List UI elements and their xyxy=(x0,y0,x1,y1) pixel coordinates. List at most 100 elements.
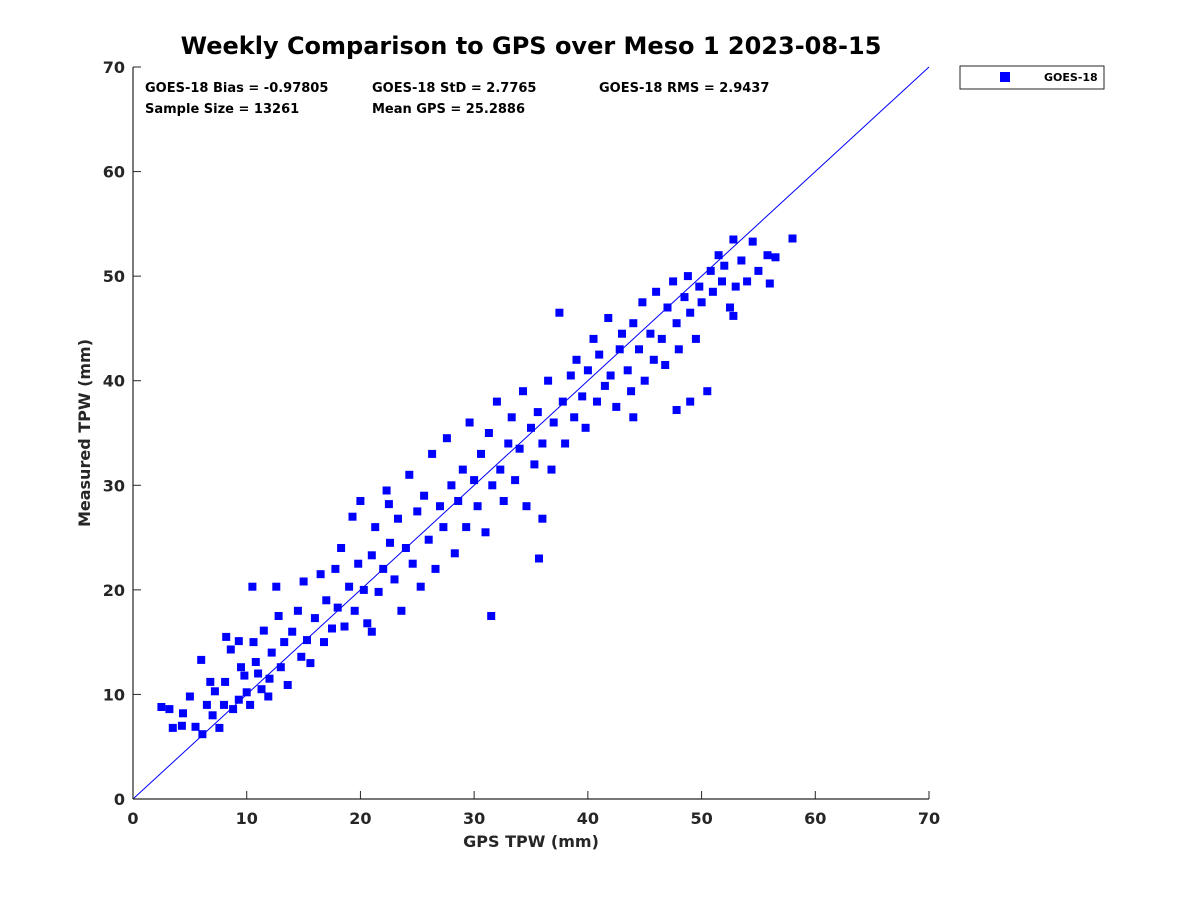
data-point xyxy=(555,308,564,317)
data-point xyxy=(640,376,649,385)
data-point xyxy=(549,418,558,427)
statistics-annotations: GOES-18 Bias = -0.97805 GOES-18 StD = 2.… xyxy=(145,81,769,117)
data-point xyxy=(157,703,166,711)
data-point xyxy=(293,606,302,615)
data-point xyxy=(507,413,516,422)
data-point xyxy=(229,705,238,714)
stat-mean-gps: Mean GPS = 25.2886 xyxy=(372,102,525,117)
data-point xyxy=(606,371,615,380)
data-point xyxy=(405,470,414,479)
data-point xyxy=(657,334,666,343)
data-point xyxy=(251,658,260,666)
x-tick-label: 30 xyxy=(463,809,485,828)
data-point xyxy=(618,329,626,338)
data-point xyxy=(420,491,429,500)
x-tick-label: 0 xyxy=(127,809,138,828)
data-point xyxy=(249,638,258,647)
data-point xyxy=(222,632,231,641)
data-point xyxy=(397,606,406,615)
data-point xyxy=(454,497,463,505)
data-point xyxy=(354,559,363,568)
data-point xyxy=(168,723,177,732)
reference-line-layer xyxy=(132,66,930,800)
data-point xyxy=(439,523,448,532)
data-point xyxy=(511,476,520,485)
data-point xyxy=(706,266,715,275)
data-point xyxy=(242,688,251,697)
data-point xyxy=(234,695,243,704)
data-point xyxy=(206,677,215,686)
data-point xyxy=(367,551,376,560)
x-tick-label: 40 xyxy=(577,809,599,828)
data-point xyxy=(726,303,734,312)
data-point xyxy=(248,582,257,591)
data-point xyxy=(303,636,311,645)
data-point xyxy=(649,355,658,364)
data-point xyxy=(428,449,437,458)
data-point xyxy=(359,585,368,594)
data-point xyxy=(257,685,266,694)
data-point xyxy=(462,523,471,532)
x-axis-label: GPS TPW (mm) xyxy=(463,832,599,851)
data-point xyxy=(306,659,315,668)
data-point xyxy=(652,287,661,296)
x-tick-label: 20 xyxy=(349,809,371,828)
data-point xyxy=(458,465,467,474)
data-point xyxy=(208,711,217,720)
data-point xyxy=(280,638,289,647)
data-point xyxy=(386,538,394,547)
data-point xyxy=(333,603,342,612)
data-point xyxy=(202,700,211,709)
x-tick-label: 70 xyxy=(918,809,940,828)
data-point xyxy=(589,334,598,343)
data-point xyxy=(686,308,695,317)
data-point xyxy=(259,626,268,635)
data-point xyxy=(672,406,681,414)
data-point xyxy=(646,329,655,338)
data-point xyxy=(731,282,740,291)
data-point xyxy=(191,722,200,731)
data-point xyxy=(595,350,604,359)
data-point xyxy=(363,619,372,628)
data-point xyxy=(240,671,249,680)
data-point xyxy=(743,277,752,286)
data-point xyxy=(481,528,490,537)
data-point xyxy=(276,663,285,672)
data-point xyxy=(197,655,206,664)
x-tick-label: 50 xyxy=(690,809,712,828)
data-point xyxy=(165,705,174,714)
data-point xyxy=(629,413,638,422)
chart-title: Weekly Comparison to GPS over Meso 1 202… xyxy=(181,32,882,60)
data-point xyxy=(371,523,380,532)
data-point xyxy=(612,402,621,411)
y-tick-label: 70 xyxy=(103,58,125,77)
data-point xyxy=(581,423,590,432)
data-point xyxy=(583,366,592,375)
legend-box xyxy=(959,65,1105,90)
x-tick-label: 60 xyxy=(804,809,826,828)
data-point xyxy=(299,577,308,586)
data-point xyxy=(416,582,425,591)
data-point xyxy=(561,439,570,448)
data-point xyxy=(297,652,306,661)
data-point xyxy=(527,423,535,432)
data-point xyxy=(729,235,738,244)
data-point xyxy=(348,512,357,521)
data-point xyxy=(538,439,547,448)
data-point xyxy=(533,408,542,417)
data-point xyxy=(234,637,243,646)
data-point xyxy=(708,287,717,296)
data-point xyxy=(578,392,587,401)
axes xyxy=(132,67,929,800)
data-point xyxy=(488,481,497,490)
stat-sample-size: Sample Size = 13261 xyxy=(145,102,299,117)
data-point xyxy=(379,564,388,573)
y-tick-label: 50 xyxy=(103,267,125,286)
data-point xyxy=(763,251,772,260)
data-point xyxy=(267,648,276,657)
data-point xyxy=(496,465,505,474)
data-point xyxy=(680,293,689,302)
data-point xyxy=(328,624,336,633)
data-point xyxy=(530,460,539,469)
y-tick-label: 0 xyxy=(114,790,125,809)
